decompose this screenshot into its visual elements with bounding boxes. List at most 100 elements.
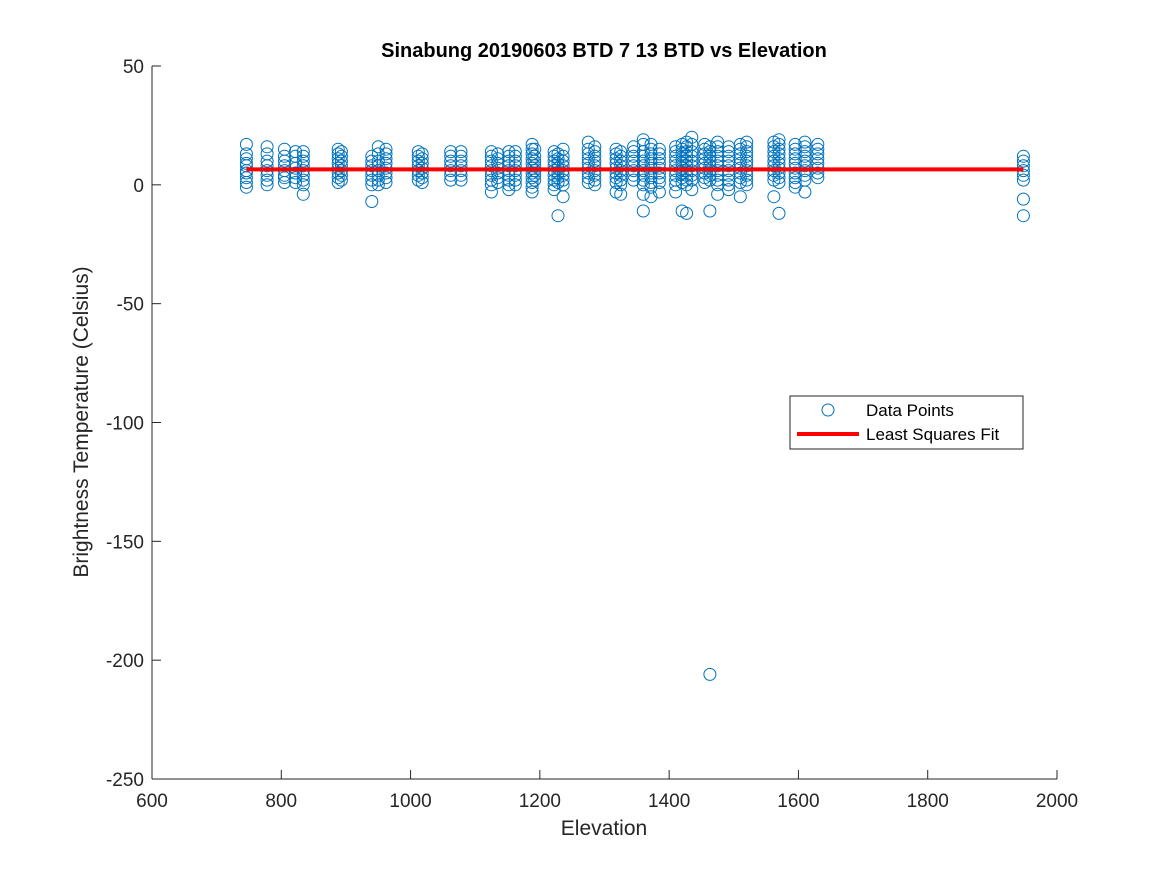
data-point <box>371 154 385 168</box>
data-point <box>811 147 825 161</box>
data-point <box>278 171 291 185</box>
data-point <box>278 154 291 168</box>
data-point <box>644 166 658 180</box>
data-point <box>379 171 393 185</box>
data-point <box>296 154 310 168</box>
data-point <box>415 166 429 180</box>
data-point <box>581 176 595 189</box>
data-point <box>652 171 666 185</box>
data-point <box>711 154 725 168</box>
data-point <box>711 135 725 149</box>
data-point <box>669 159 683 173</box>
data-point <box>502 173 516 187</box>
y-tick-label: -200 <box>106 651 144 672</box>
data-point <box>636 204 650 218</box>
data-point <box>703 149 717 163</box>
data-point <box>811 171 825 185</box>
data-point <box>644 180 658 194</box>
data-point <box>711 173 725 187</box>
data-point <box>551 209 565 223</box>
data-point <box>772 152 786 166</box>
data-point <box>508 154 522 168</box>
data-point <box>798 145 812 159</box>
data-point <box>508 178 522 192</box>
data-point <box>371 173 385 187</box>
y-tick-label: -150 <box>106 532 144 553</box>
legend: Data Points Least Squares Fit <box>789 395 1024 450</box>
data-point <box>652 152 666 166</box>
data-point <box>644 147 658 161</box>
data-point <box>636 159 650 173</box>
data-point <box>636 149 650 163</box>
data-point <box>711 149 725 163</box>
data-point <box>652 176 666 189</box>
y-tick-label: 0 <box>133 176 144 197</box>
data-point <box>669 154 683 168</box>
data-point <box>636 178 650 192</box>
data-point <box>260 159 274 173</box>
data-point <box>334 149 348 163</box>
data-point <box>365 159 379 173</box>
data-point <box>484 185 498 199</box>
data-point <box>411 154 425 168</box>
x-tick-label: 1800 <box>907 791 949 812</box>
data-point <box>740 173 754 187</box>
data-point <box>502 149 516 163</box>
data-point <box>411 173 425 187</box>
legend-label-least-squares-fit: Least Squares Fit <box>866 425 1000 444</box>
data-point <box>581 166 595 180</box>
data-point <box>1016 154 1030 168</box>
data-point <box>588 145 602 159</box>
data-point <box>740 154 754 168</box>
data-point <box>379 152 393 166</box>
data-point <box>636 173 650 187</box>
data-point <box>411 149 425 163</box>
data-point <box>652 185 666 199</box>
data-point <box>680 206 694 220</box>
data-point <box>588 140 602 154</box>
data-point <box>703 145 717 159</box>
legend-box <box>789 395 1024 450</box>
data-point <box>508 149 522 163</box>
data-point <box>614 149 628 163</box>
data-point <box>296 178 310 192</box>
data-point <box>454 154 468 168</box>
data-point <box>239 137 253 151</box>
data-point <box>365 149 379 163</box>
y-tick-label: -50 <box>117 295 144 316</box>
data-point <box>502 145 516 159</box>
data-point <box>528 173 542 187</box>
data-point <box>740 145 754 159</box>
data-point <box>652 142 666 156</box>
x-axis-ticks: 600 800 1000 1200 1400 1600 1800 2000 <box>136 770 1078 812</box>
data-point <box>1016 192 1030 206</box>
data-point <box>811 142 825 156</box>
data-point <box>508 145 522 159</box>
data-point <box>703 667 717 681</box>
data-point <box>334 154 348 168</box>
y-axis-label: Brightness Temperature (Celsius) <box>70 266 93 577</box>
data-point <box>703 173 717 187</box>
data-point <box>331 176 345 189</box>
data-point <box>685 149 699 163</box>
data-point <box>788 137 802 151</box>
x-tick-label: 600 <box>136 791 168 812</box>
data-point <box>685 130 699 144</box>
data-point <box>588 149 602 163</box>
data-point <box>365 195 379 208</box>
data-point <box>733 176 747 189</box>
data-point <box>508 159 522 173</box>
data-point <box>733 137 747 151</box>
data-point <box>278 176 291 189</box>
x-tick-label: 1200 <box>519 791 561 812</box>
data-point <box>772 147 786 161</box>
data-point <box>1016 209 1030 223</box>
y-axis-ticks: -250 -200 -150 -100 -50 0 50 <box>106 57 161 791</box>
data-point <box>740 135 754 149</box>
legend-label-data-points: Data Points <box>866 401 954 420</box>
data-point <box>331 166 345 180</box>
data-point <box>528 149 542 163</box>
data-point <box>685 154 699 168</box>
data-point <box>685 159 699 173</box>
data-point <box>371 140 385 154</box>
